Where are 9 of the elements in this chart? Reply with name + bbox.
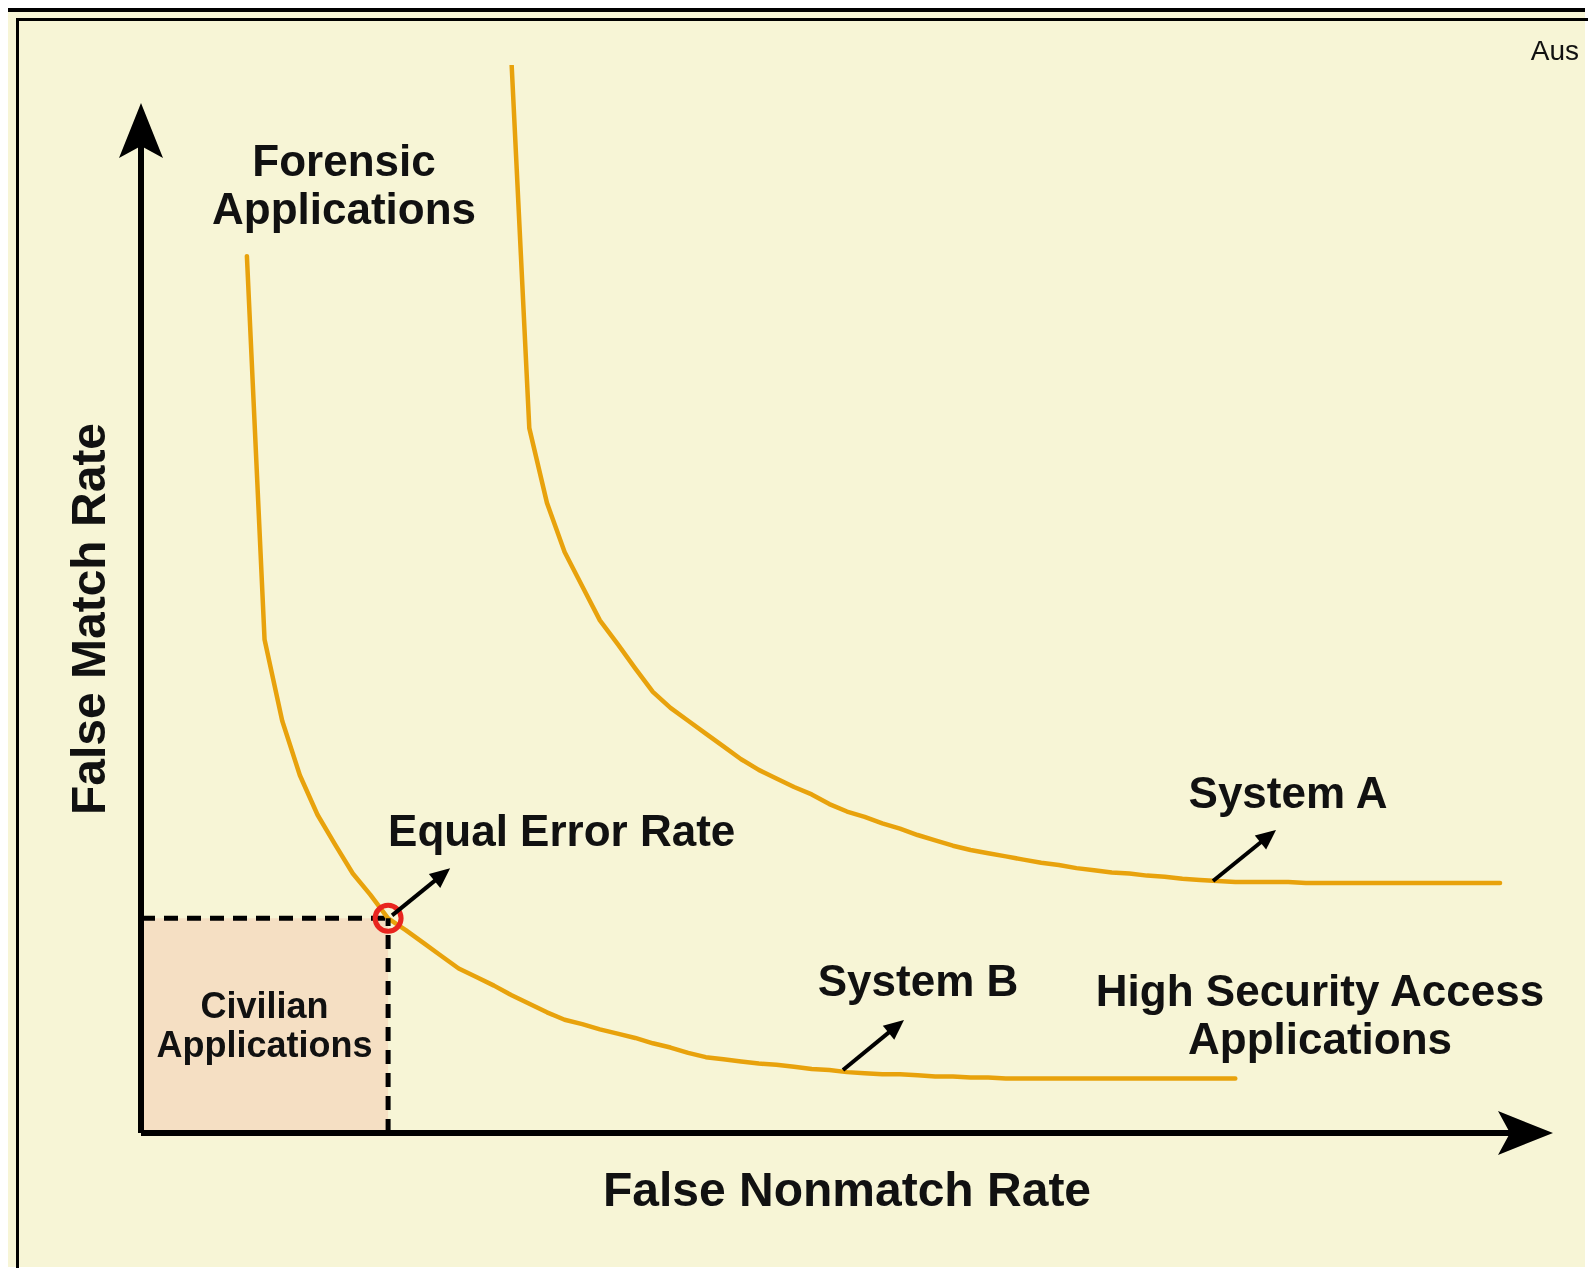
x-axis-title: False Nonmatch Rate: [602, 1163, 1092, 1216]
series-label: System B: [817, 956, 1019, 1005]
annotation: Aus: [1530, 35, 1579, 66]
band-label: Civilian Applications: [156, 984, 373, 1065]
annotation: Forensic Applications: [211, 136, 477, 233]
annotation: High Security Access Applications: [1095, 966, 1545, 1063]
y-axis-title: False Match Rate: [62, 422, 115, 816]
annotation: Equal Error Rate: [388, 806, 736, 856]
series-label: System A: [1188, 768, 1388, 817]
